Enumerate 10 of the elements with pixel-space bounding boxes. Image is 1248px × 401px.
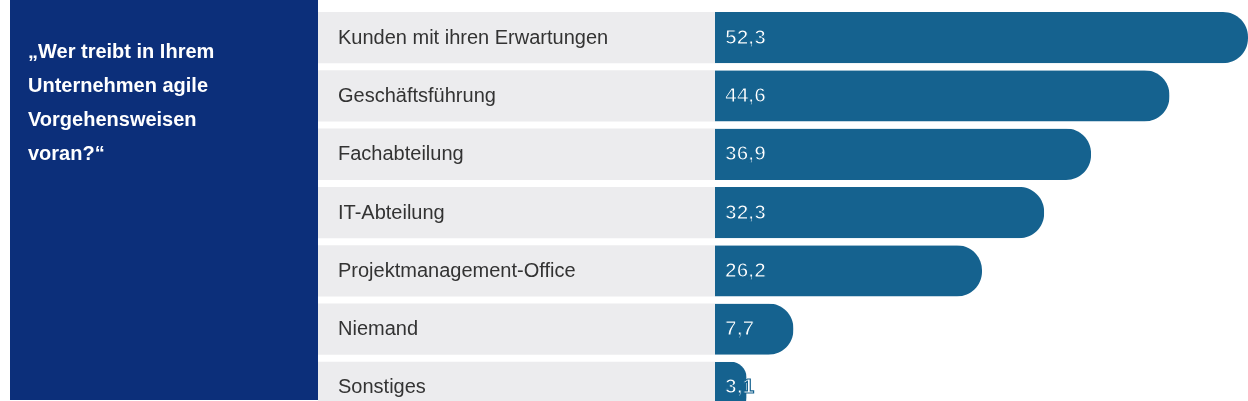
data-label: 36,9 [725, 141, 766, 165]
y-tick-label: Geschäftsführung [338, 83, 496, 106]
y-tick-label: Kunden mit ihren Erwartungen [338, 25, 609, 48]
y-tick-label: Fachabteilung [338, 142, 464, 165]
data-label: 44,6 [725, 82, 766, 106]
y-tick-label: IT-Abteilung [338, 200, 445, 223]
text: „Wer treibt in Ihrem Unternehmen agile Vorgehensweisen voran?“ [28, 40, 215, 164]
y-tick-label: Sonstiges [338, 375, 426, 398]
y-tick-label: Niemand [338, 317, 419, 340]
y-tick-label: Projektmanagement-Office [338, 258, 576, 281]
